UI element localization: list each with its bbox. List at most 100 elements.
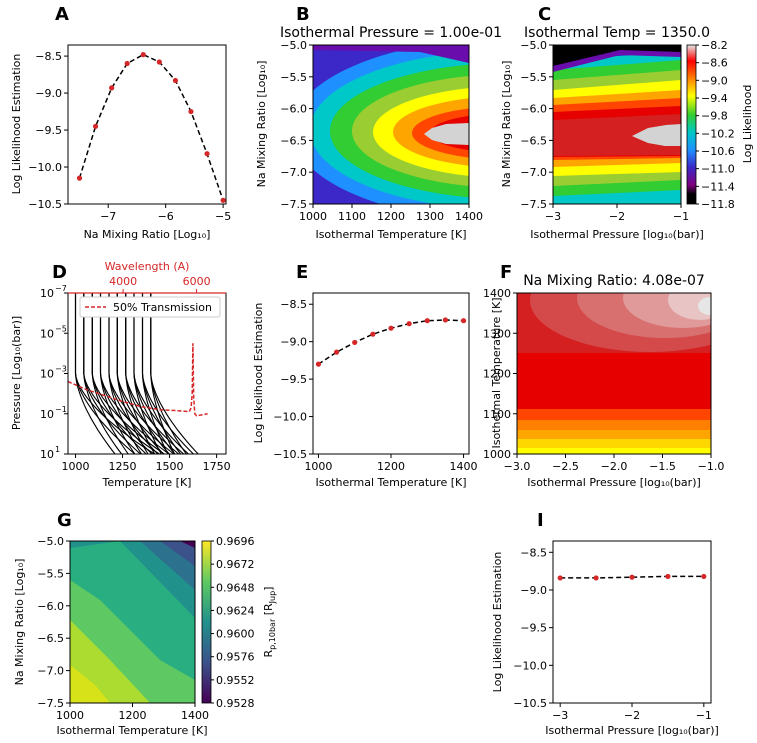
panel-c-xtick-label: −1	[673, 210, 689, 223]
panel-i: I −3 −2 −1 −10.5 −10.0 −9.5 −9.0 −8.5 Isotherma…	[491, 510, 719, 737]
panel-c-colorbar-tick-label: −11.0	[701, 163, 735, 176]
panel-i-xlabel: Isothermal Pressure [log₁₀(bar)]	[545, 724, 719, 737]
panel-d-profile-line	[99, 293, 136, 454]
panel-d-ytick-exponent: −5	[55, 324, 67, 333]
panel-d-ytick-exponent: −3	[55, 365, 67, 374]
panel-a-axes	[67, 44, 227, 205]
panel-e-point	[315, 361, 322, 367]
panel-a-point	[76, 175, 83, 181]
panel-g-ytick-label: −7.0	[37, 665, 64, 678]
panel-c-colorbar-tick-label: −8.6	[701, 57, 728, 70]
panel-g-ytick-label: −5.0	[37, 535, 64, 548]
panel-d-ytick-exponent: 1	[55, 445, 60, 454]
panel-f-axes	[516, 292, 712, 455]
panel-letter-d: D	[52, 262, 67, 283]
panel-d-profile-line	[91, 293, 129, 454]
panel-i-point	[629, 574, 635, 580]
panel-c: C Isothermal Temp = 1350.0 −3 −2 −1 −7.5 −7.…	[500, 4, 754, 241]
panel-a-line	[78, 53, 224, 201]
panel-g-ytick-label: −7.5	[37, 697, 64, 710]
panel-e-series	[315, 317, 467, 367]
panel-c-colorbar-tick-label: −10.6	[701, 145, 735, 158]
panel-f-xtick-label: −2.0	[601, 460, 628, 473]
panel-a-ylabel: Log Likelihood Estimation	[10, 54, 23, 195]
panel-b-heatmap	[313, 45, 469, 204]
panel-e-ticks: 1000 1200 1400 −10.5 −10.0 −9.5 −9.0 −8.5	[273, 298, 477, 473]
panel-f-xlabel: Isothermal Pressure [log₁₀(bar)]	[527, 476, 701, 489]
panel-i-point	[593, 575, 599, 581]
panel-letter-i: I	[537, 510, 544, 531]
panel-c-ytick-label: −6.5	[520, 134, 547, 147]
panel-e: E 1000 1200 1400 −10.5 −10.0 −9.5 −9.0 −8.5 Iso…	[252, 262, 478, 489]
panel-d-top-ticks: 4000 6000	[109, 275, 211, 293]
panel-c-ytick-label: −7.0	[520, 166, 547, 179]
panel-f-ylabel: Isothermal Temperature [K]	[490, 297, 503, 448]
panel-g-xtick-label: 1400	[181, 709, 209, 722]
panel-a-ytick-label: −9.5	[35, 124, 62, 137]
panel-i-ytick-label: −8.5	[520, 546, 547, 559]
panel-i-point	[665, 573, 671, 580]
panel-a-point	[109, 85, 115, 91]
panel-d-ytick-label: 10	[40, 327, 54, 340]
panel-g-ticks: 1000 1200 1400 −7.5 −7.0 −6.5 −6.0 −5.5 −5.0	[37, 535, 209, 722]
panel-a-series	[76, 52, 226, 203]
panel-b-axes	[312, 44, 470, 205]
panel-e-point	[370, 331, 376, 337]
panel-i-xtick-label: −1	[696, 709, 712, 722]
panel-b-ytick-label: −6.0	[280, 103, 307, 116]
panel-a-xtick-label: −5	[215, 210, 231, 223]
panel-d-profile-line	[150, 293, 175, 454]
panel-d-profile-line	[83, 293, 123, 454]
panel-d-profile-line	[74, 293, 116, 454]
panel-g: G 1000 1200 1400 −7.5 −7.0 −6.5 −6.0 −5.5 −5.0 I…	[13, 510, 277, 737]
panel-g-colorbar-label: Rp,10bar [RJup]	[262, 587, 277, 658]
panel-g-axes	[69, 540, 196, 704]
panel-f-ytick-label: 1200	[483, 368, 511, 381]
panel-c-heatmap	[553, 45, 681, 204]
panel-a-xlabel: Na Mixing Ratio [Log₁₀]	[84, 228, 211, 241]
panel-c-colorbar-tick-label: −11.4	[701, 180, 735, 193]
panel-d-profile-line	[125, 293, 156, 454]
panel-c-axes	[552, 44, 682, 205]
panel-c-ytick-label: −5.0	[520, 39, 547, 52]
panel-i-point	[557, 575, 563, 581]
panel-e-xtick-label: 1400	[450, 460, 478, 473]
panel-a-point	[124, 60, 130, 67]
panel-e-xtick-label: 1000	[304, 460, 332, 473]
panel-c-ytick-label: −5.5	[520, 71, 547, 84]
panel-letter-b: B	[296, 4, 310, 25]
panel-d-ytick-label: 10	[40, 448, 54, 461]
panel-e-ytick-label: −10.5	[273, 448, 307, 461]
panel-g-xtick-label: 1200	[119, 709, 147, 722]
panel-d-legend: 50% Transmission	[79, 296, 221, 318]
panel-g-ytick-label: −6.5	[37, 632, 64, 645]
panel-c-colorbar-tick-label: −9.4	[701, 92, 728, 105]
panel-g-colorbar-tick-label: 0.9672	[216, 558, 255, 571]
panel-d-xtick-label: 1250	[109, 460, 137, 473]
panel-b-ytick-label: −5.0	[280, 39, 307, 52]
panel-c-ytick-label: −7.5	[520, 198, 547, 211]
panel-b-ytick-label: −7.0	[280, 166, 307, 179]
panel-b-ylabel: Na Mixing Ratio [Log₁₀]	[255, 61, 268, 188]
panel-b-xtick-label: 1100	[338, 210, 366, 223]
panel-b-xtick-label: 1300	[416, 210, 444, 223]
panel-b-xtick-label: 1200	[377, 210, 405, 223]
panel-g-colorbar-ticks: 0.9696 0.9672 0.9648 0.9624 0.9600 0.9576 0.95…	[211, 535, 255, 710]
panel-letter-c: C	[538, 4, 551, 25]
panel-b: B Isothermal Pressure = 1.00e-01 1000 110…	[255, 4, 502, 241]
panel-g-colorbar-tick-label: 0.9576	[216, 651, 255, 664]
panel-d-xlabel: Temperature [K]	[102, 476, 192, 489]
panel-a-ytick-label: −10.5	[28, 198, 62, 211]
panel-f-ticks: −3.0 −2.5 −2.0 −1.5 −1.0 1000 1100 1200 1300 1400	[483, 287, 724, 473]
panel-d-ytick-exponent: −7	[55, 284, 67, 293]
panel-d-ylabel: Pressure [Log₁₀(bar)]	[10, 316, 23, 430]
panel-c-colorbar-tick-label: −9.0	[701, 74, 728, 87]
panel-a-point	[140, 52, 146, 58]
panel-d-profile-line	[133, 293, 162, 454]
panel-d-profiles	[74, 293, 199, 454]
panel-d-ytick-label: 10	[40, 408, 54, 421]
panel-a-ytick-label: −10.0	[28, 161, 62, 174]
panel-i-ylabel: Log Likelihood Estimation	[491, 552, 504, 693]
panel-e-point	[424, 318, 430, 324]
